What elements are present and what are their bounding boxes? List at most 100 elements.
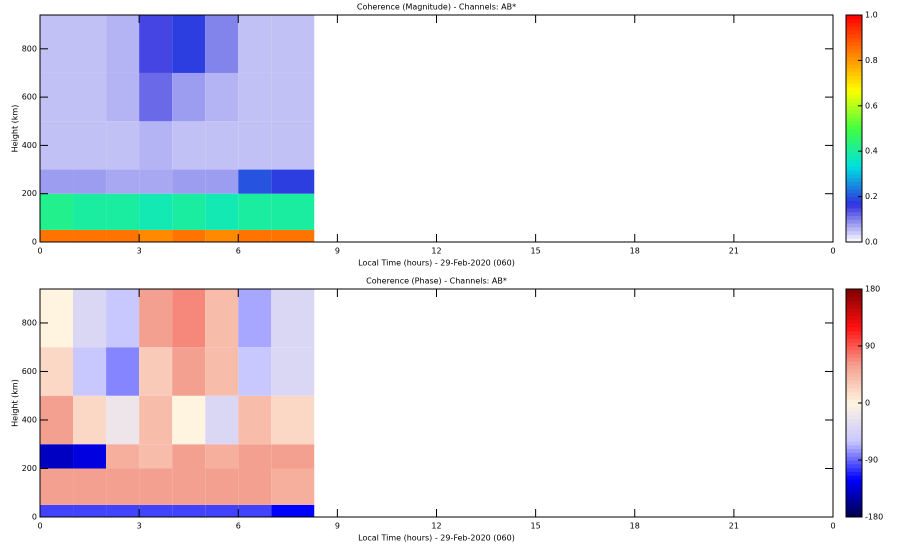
colorbar-segment bbox=[846, 304, 862, 309]
colorbar-segment bbox=[846, 441, 862, 446]
colorbar-segment bbox=[846, 71, 862, 77]
heatmap-cell bbox=[238, 15, 272, 73]
heatmap-cell bbox=[205, 347, 239, 396]
colorbar-segment bbox=[846, 452, 862, 457]
heatmap-cell bbox=[73, 72, 107, 122]
heatmap-cell bbox=[139, 289, 173, 348]
colorbar-segment bbox=[846, 37, 862, 42]
colorbar-segment bbox=[846, 365, 862, 370]
heatmap-cell bbox=[40, 169, 74, 194]
colorbar-segment bbox=[846, 475, 862, 480]
colorbar-segment bbox=[846, 102, 862, 107]
heatmap-cell bbox=[205, 121, 239, 170]
colorbar-segment bbox=[846, 113, 862, 118]
colorbar-segment bbox=[846, 494, 862, 499]
heatmap-cell bbox=[106, 229, 140, 242]
heatmap-cell bbox=[73, 468, 107, 505]
colorbar-segment bbox=[846, 505, 862, 510]
heatmap-cell bbox=[139, 121, 173, 170]
colorbar-segment bbox=[846, 139, 862, 145]
heatmap-cell bbox=[73, 193, 107, 230]
colorbar-segment bbox=[846, 132, 862, 137]
colorbar-segment bbox=[846, 18, 862, 24]
colorbar-segment bbox=[846, 189, 862, 194]
heatmap-cell bbox=[271, 504, 315, 517]
heatmap-cell bbox=[139, 395, 173, 445]
colorbar-segment bbox=[846, 380, 862, 385]
colorbar-segment bbox=[846, 479, 862, 484]
heatmap-cell bbox=[73, 395, 107, 445]
heatmap-cell bbox=[172, 193, 206, 230]
x-tick-label: 9 bbox=[335, 522, 340, 531]
heatmap-cell bbox=[238, 468, 272, 505]
chart-title: Coherence (Phase) - Channels: AB* bbox=[366, 277, 507, 286]
colorbar-segment bbox=[846, 308, 862, 313]
colorbar-segment bbox=[846, 361, 862, 366]
heatmap-cell bbox=[271, 229, 315, 242]
colorbar-segment bbox=[846, 219, 862, 224]
x-tick-label: 3 bbox=[137, 247, 142, 256]
colorbar-segment bbox=[846, 425, 862, 431]
colorbar-segment bbox=[846, 192, 862, 198]
colorbar-segment bbox=[846, 109, 862, 114]
heatmap-cell bbox=[271, 72, 315, 122]
heatmap-cell bbox=[271, 395, 315, 445]
colorbar-segment bbox=[846, 395, 862, 400]
colorbar-segment bbox=[846, 296, 862, 301]
colorbar-segment bbox=[846, 90, 862, 95]
colorbar-segment bbox=[846, 147, 862, 152]
heatmap-cell bbox=[238, 444, 272, 469]
heatmap-cell bbox=[271, 289, 315, 348]
y-tick-label: 400 bbox=[22, 141, 37, 150]
colorbar-segment bbox=[846, 513, 862, 518]
heatmap-cell bbox=[271, 468, 315, 505]
colorbar-segment bbox=[846, 230, 862, 235]
heatmap-cell bbox=[172, 395, 206, 445]
x-tick-label: 21 bbox=[729, 247, 739, 256]
colorbar-tick-label: 90 bbox=[865, 342, 875, 351]
heatmap-cell bbox=[73, 347, 107, 396]
colorbar-segment bbox=[846, 376, 862, 381]
colorbar-segment bbox=[846, 387, 862, 393]
colorbar-segment bbox=[846, 311, 862, 317]
colorbar-segment bbox=[846, 429, 862, 434]
heatmap-cell bbox=[139, 72, 173, 122]
colorbar-segment bbox=[846, 26, 862, 31]
y-tick-label: 600 bbox=[22, 93, 37, 102]
colorbar-segment bbox=[846, 342, 862, 347]
heatmap-cell bbox=[40, 444, 74, 469]
heatmap-cell bbox=[271, 15, 315, 73]
colorbar-segment bbox=[846, 289, 862, 294]
x-tick-label: 3 bbox=[137, 522, 142, 531]
colorbar-segment bbox=[846, 327, 862, 332]
colorbar-segment bbox=[846, 158, 862, 164]
heatmap-cell bbox=[205, 72, 239, 122]
colorbar-segment bbox=[846, 117, 862, 122]
x-tick-label: 21 bbox=[729, 522, 739, 531]
colorbar-segment bbox=[846, 418, 862, 423]
colorbar-segment bbox=[846, 334, 862, 339]
colorbar-segment bbox=[846, 399, 862, 404]
x-tick-label: 0 bbox=[830, 522, 835, 531]
colorbar-tick-label: 0.4 bbox=[865, 147, 878, 156]
colorbar-segment bbox=[846, 467, 862, 472]
y-tick-label: 800 bbox=[22, 318, 37, 327]
colorbar-segment bbox=[846, 391, 862, 396]
colorbar-segment bbox=[846, 346, 862, 351]
colorbar-segment bbox=[846, 448, 862, 453]
colorbar-tick-label: 180 bbox=[865, 285, 880, 294]
colorbar-segment bbox=[846, 226, 862, 232]
colorbar-segment bbox=[846, 98, 862, 103]
heatmap-cell bbox=[205, 395, 239, 445]
colorbar-segment bbox=[846, 105, 862, 111]
x-tick-label: 9 bbox=[335, 247, 340, 256]
colorbar-segment bbox=[846, 323, 862, 328]
colorbar-segment bbox=[846, 45, 862, 50]
heatmap-cell bbox=[139, 444, 173, 469]
colorbar-segment bbox=[846, 136, 862, 141]
x-tick-label: 0 bbox=[830, 247, 835, 256]
heatmap-cell bbox=[172, 504, 206, 517]
heatmap-cell bbox=[40, 289, 74, 348]
colorbar-segment bbox=[846, 437, 862, 442]
